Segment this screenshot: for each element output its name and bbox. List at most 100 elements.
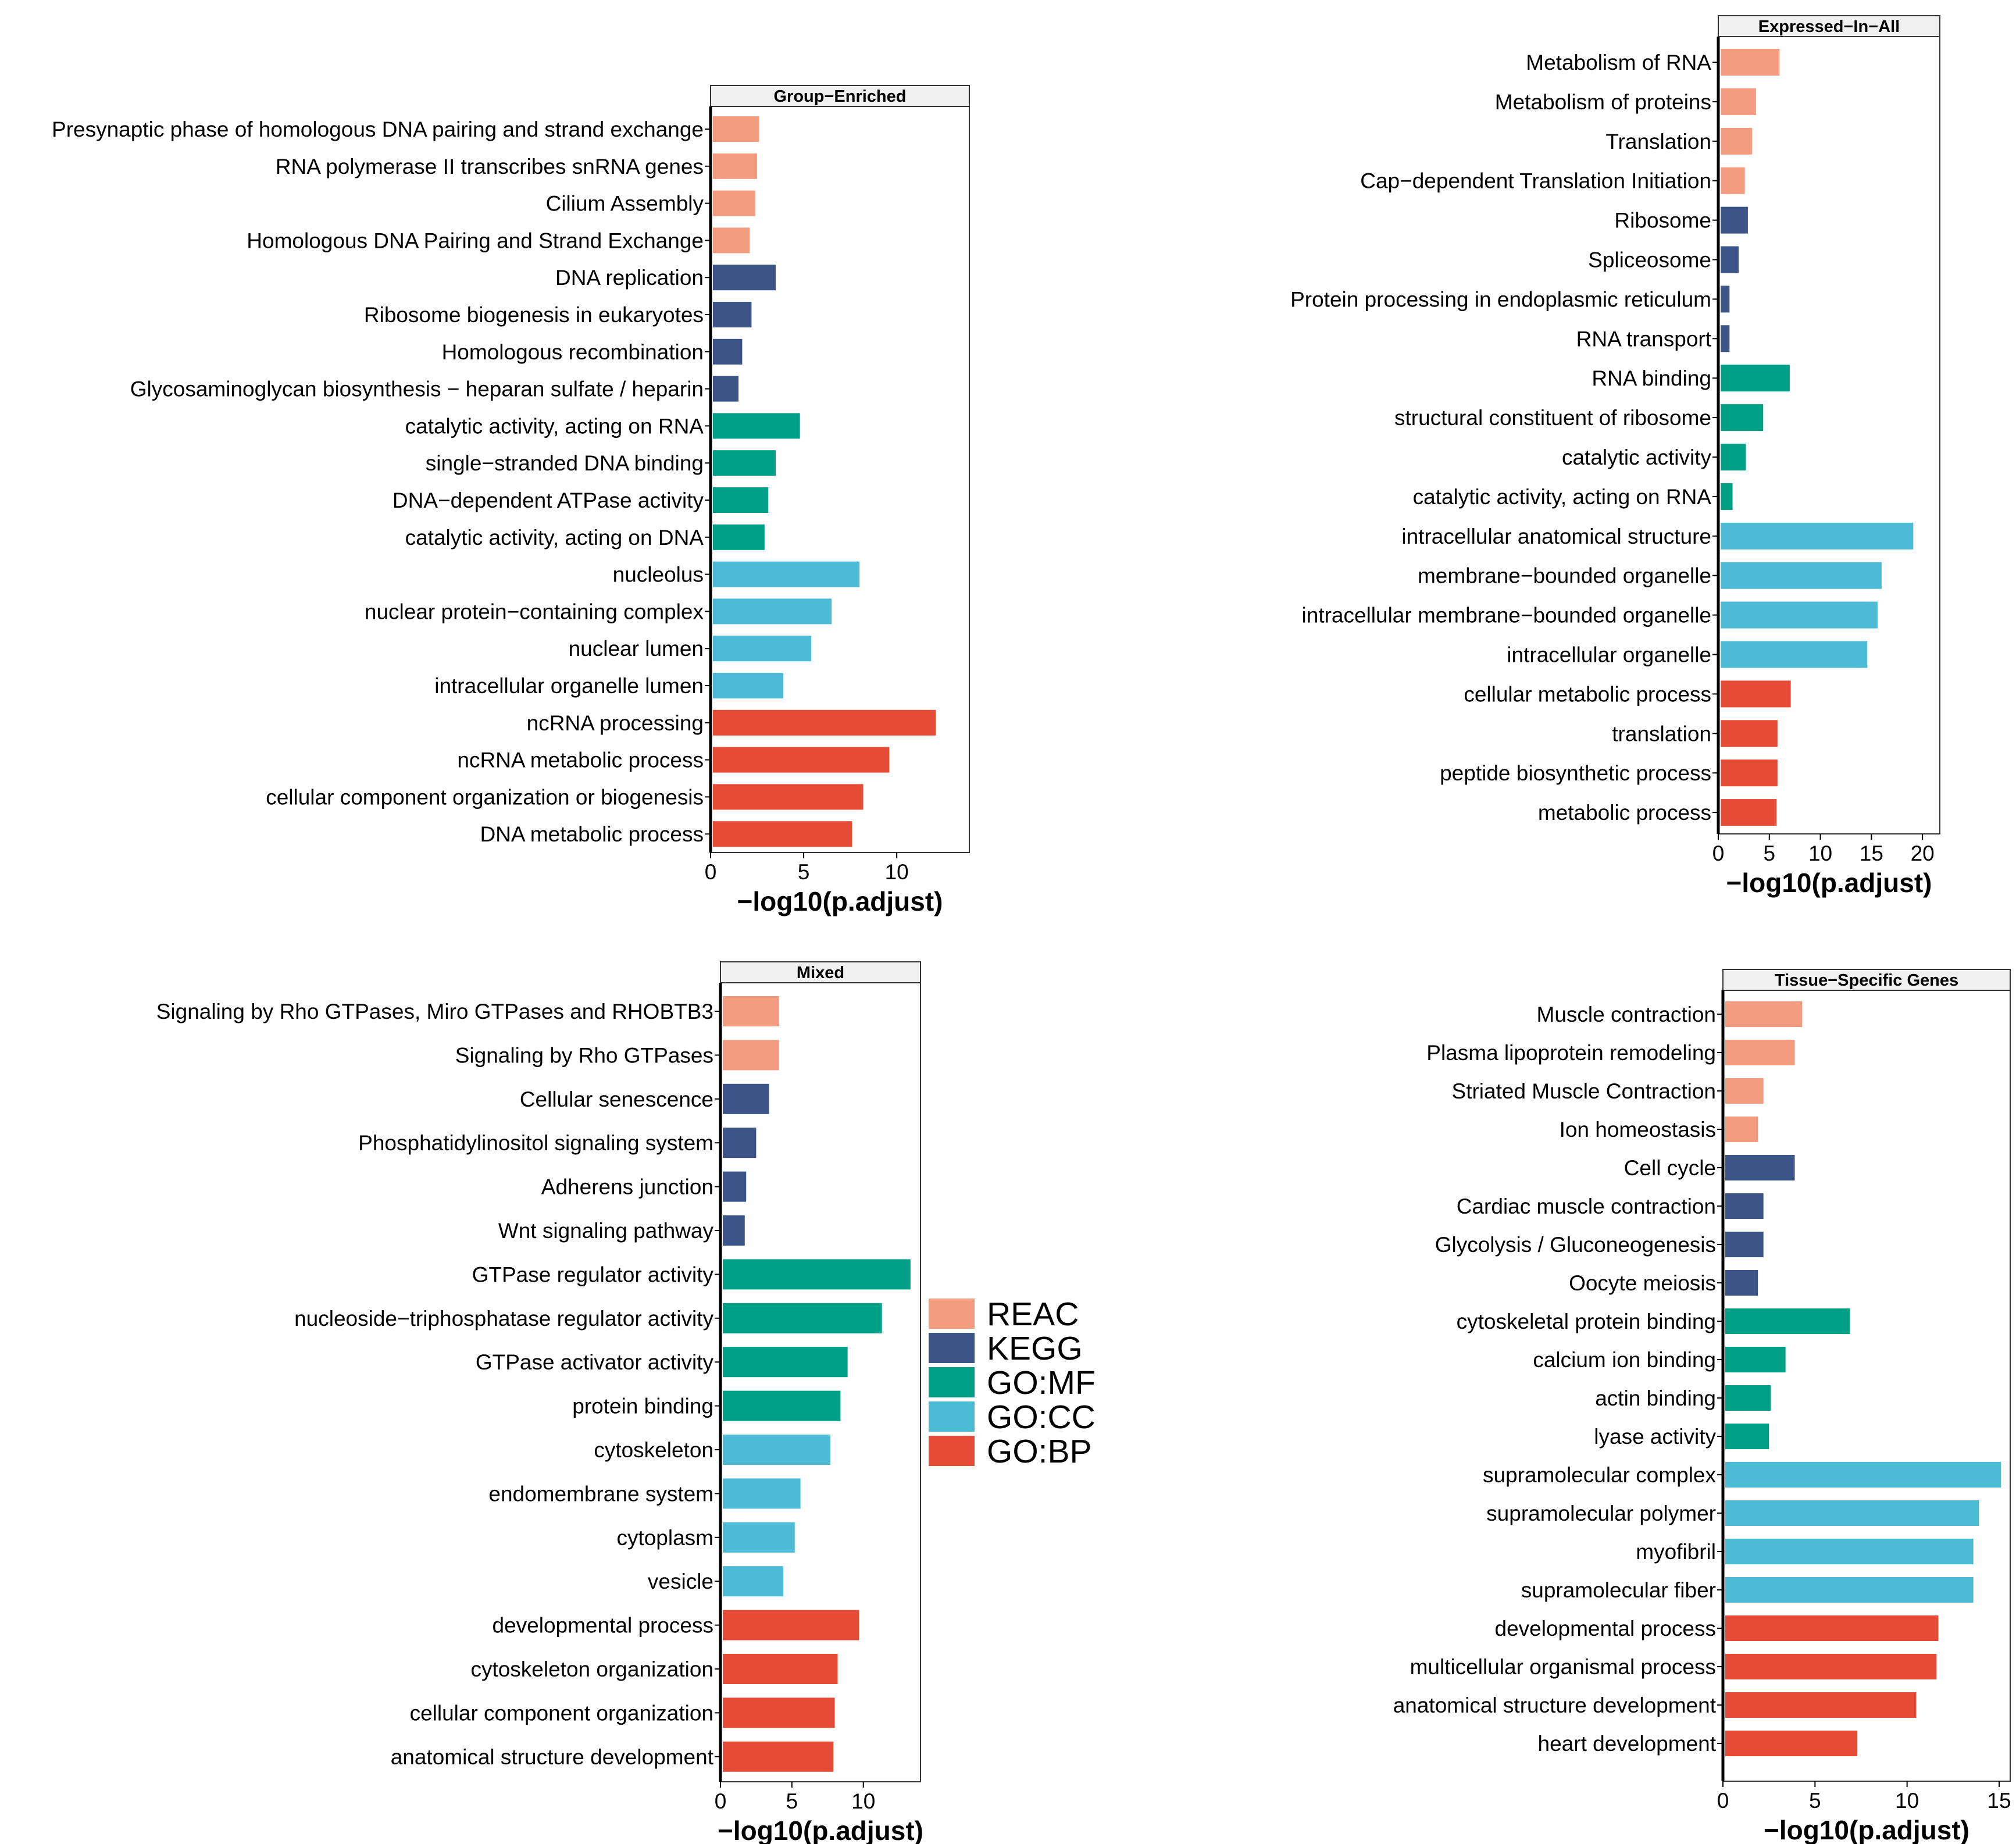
bar [723, 1697, 835, 1728]
bar [1725, 1155, 1795, 1180]
legend-key [929, 1299, 975, 1329]
bar [1721, 49, 1780, 76]
category-label: ncRNA processing [527, 711, 704, 735]
x-tick-label: 20 [1911, 841, 1935, 865]
category-label: Homologous recombination [442, 340, 704, 364]
facet-strip [710, 85, 970, 107]
bar [1725, 1308, 1850, 1334]
bar [713, 116, 759, 142]
category-label: Ion homeostasis [1560, 1118, 1716, 1142]
bar [723, 996, 779, 1026]
bar [1721, 88, 1756, 115]
panel-background [720, 983, 920, 1782]
bar [1725, 1731, 1858, 1756]
legend-label: GO:BP [987, 1433, 1092, 1470]
bar [723, 1741, 834, 1772]
x-tick-label: 5 [786, 1789, 798, 1813]
bar [713, 302, 752, 327]
x-tick-label: 0 [715, 1789, 727, 1813]
bar [713, 153, 758, 179]
x-tick-label: 0 [1717, 1789, 1729, 1813]
category-label: Homologous DNA Pairing and Strand Exchan… [247, 229, 704, 252]
category-label: Glycolysis / Gluconeogenesis [1435, 1233, 1716, 1257]
category-label: RNA polymerase II transcribes snRNA gene… [276, 155, 704, 179]
panels: Group−Enriched Presynaptic phase of homol… [52, 15, 2011, 1844]
legend-key [929, 1436, 975, 1466]
panel-background [711, 106, 969, 853]
category-label: DNA replication [555, 266, 704, 290]
category-label: anatomical structure development [391, 1745, 714, 1769]
bar [723, 1303, 882, 1333]
bar [1721, 286, 1730, 313]
category-label: developmental process [493, 1614, 714, 1638]
x-tick-label: 10 [1808, 841, 1832, 865]
bar [1725, 1692, 1917, 1718]
category-label: Ribosome [1614, 209, 1711, 233]
legend-label: GO:MF [987, 1364, 1096, 1401]
bar [723, 1215, 745, 1246]
bar [1721, 641, 1868, 668]
legend-key [929, 1401, 975, 1432]
bar [1721, 365, 1790, 392]
category-label: Cilium Assembly [546, 192, 704, 216]
category-label: protein binding [572, 1394, 713, 1418]
x-axis-title: −log10(p.adjust) [1726, 868, 1932, 898]
category-label: Cellular senescence [520, 1087, 713, 1111]
category-label: Spliceosome [1588, 248, 1711, 272]
bar [1725, 1078, 1764, 1104]
x-tick-label: 15 [1860, 841, 1883, 865]
category-label: Metabolism of proteins [1495, 90, 1711, 114]
category-label: cellular metabolic process [1464, 682, 1711, 706]
bar [1725, 1270, 1758, 1296]
category-label: Plasma lipoprotein remodeling [1426, 1041, 1716, 1065]
bar [1721, 404, 1764, 431]
category-label: cytoskeletal protein binding [1457, 1310, 1716, 1333]
bar [723, 1654, 838, 1684]
facet-strip [720, 961, 921, 983]
category-label: anatomical structure development [1393, 1693, 1717, 1717]
bar [1721, 206, 1748, 234]
category-label: Translation [1605, 130, 1711, 154]
bar [1725, 1040, 1795, 1065]
category-label: intracellular anatomical structure [1401, 525, 1711, 548]
bar [1721, 759, 1778, 787]
category-label: heart development [1538, 1732, 1717, 1756]
category-label: membrane−bounded organelle [1418, 564, 1711, 588]
legend-key [929, 1333, 975, 1363]
bar [723, 1435, 831, 1465]
bar [1721, 246, 1739, 273]
category-label: Metabolism of RNA [1526, 51, 1711, 74]
category-label: catalytic activity [1562, 445, 1712, 469]
category-label: structural constituent of ribosome [1394, 406, 1711, 430]
category-label: developmental process [1495, 1617, 1717, 1640]
category-label: Wnt signaling pathway [498, 1219, 714, 1243]
bar [713, 709, 936, 736]
bar [1721, 562, 1882, 589]
category-label: nuclear protein−containing complex [365, 600, 704, 623]
x-tick-label: 15 [1987, 1789, 2011, 1813]
category-label: supramolecular polymer [1486, 1501, 1716, 1525]
bar [713, 524, 765, 550]
bar [723, 1259, 911, 1290]
bar [713, 338, 743, 365]
category-label: RNA transport [1576, 327, 1712, 351]
bar [713, 227, 750, 254]
category-label: peptide biosynthetic process [1440, 761, 1711, 785]
bar [713, 598, 832, 625]
x-tick-label: 0 [1712, 841, 1725, 865]
bar [1721, 127, 1752, 155]
bar [1721, 799, 1777, 826]
category-label: Adherens junction [541, 1175, 713, 1199]
bar [713, 561, 860, 587]
category-label: Ribosome biogenesis in eukaryotes [364, 303, 704, 327]
category-label: multicellular organismal process [1410, 1655, 1716, 1679]
category-label: DNA metabolic process [480, 822, 704, 846]
panel-1: Group−Enriched Presynaptic phase of homol… [52, 85, 970, 916]
facet-title: Expressed−In−All [1758, 17, 1900, 36]
category-label: Cardiac muscle contraction [1457, 1194, 1716, 1218]
category-label: endomembrane system [488, 1482, 713, 1506]
bar [1721, 325, 1730, 352]
category-label: cellular component organization or bioge… [266, 785, 704, 809]
